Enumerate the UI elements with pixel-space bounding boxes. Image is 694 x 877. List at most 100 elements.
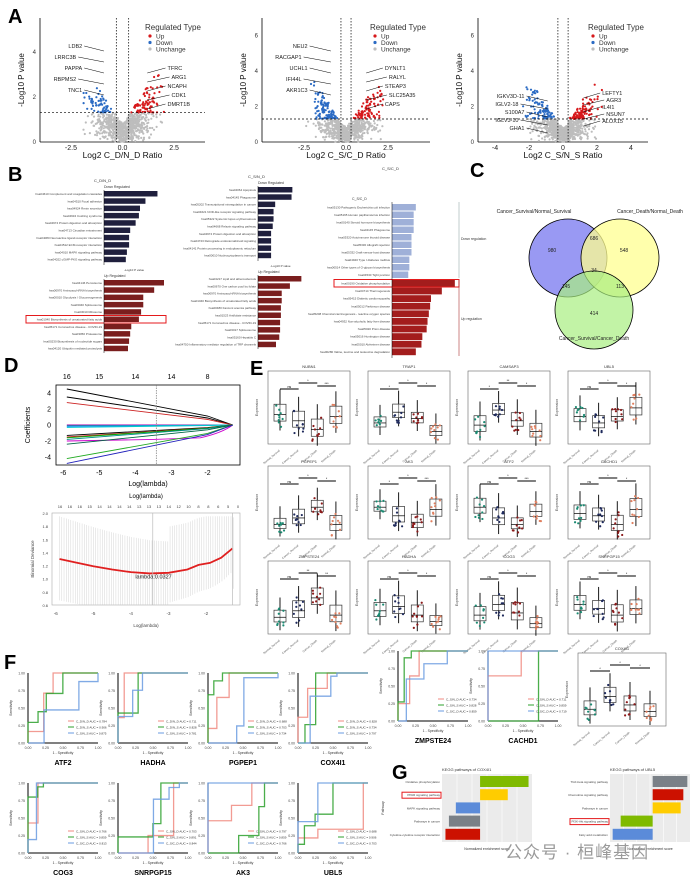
data-point (311, 592, 315, 595)
data-point (550, 112, 553, 115)
data-point (586, 137, 589, 140)
data-point (539, 434, 542, 438)
bar-term: hsa04217 Lipid and atherosclerosis (209, 277, 257, 281)
bar-term: hsa04713 Circadian entrainment (59, 229, 103, 233)
data-point (357, 133, 360, 136)
x-axis-label: 1 - Specificity (53, 751, 74, 755)
data-point (105, 116, 108, 119)
data-point (411, 524, 415, 527)
y-tick-label: 0.25 (288, 724, 295, 728)
data-point (100, 99, 103, 102)
data-point (573, 521, 577, 524)
data-point (336, 519, 340, 522)
bar-term: hsa03017 Spliceosome (225, 328, 257, 332)
bar (258, 341, 276, 348)
data-point (581, 98, 585, 101)
data-point (277, 620, 281, 623)
bar (104, 242, 130, 248)
data-point (411, 615, 414, 618)
data-point (297, 427, 300, 430)
data-point (298, 619, 301, 622)
legend-dot (591, 34, 595, 38)
data-point (582, 102, 585, 105)
data-point (416, 419, 420, 422)
data-point (607, 683, 610, 687)
data-point (496, 506, 499, 509)
data-point (316, 434, 319, 438)
bar-term: Pathways in cancer (414, 820, 440, 824)
set-label-b: Cancer_Death/Normal_Death (617, 209, 683, 215)
gene-label-leader (309, 89, 331, 96)
data-point (377, 130, 380, 133)
legend-item: Up (381, 34, 390, 41)
data-point (546, 104, 549, 107)
sig-label: ns (287, 480, 291, 484)
coef-path (66, 424, 233, 464)
data-point (588, 119, 591, 122)
y-axis-label: Expression (555, 589, 559, 606)
data-point (596, 95, 599, 98)
bar (258, 327, 281, 333)
y-tick-label: 0.25 (198, 724, 205, 728)
sig-label: * (626, 572, 628, 576)
y-tick-label: 1.00 (108, 782, 115, 786)
data-point (518, 416, 521, 419)
gene-title: ZMPSTE24 (415, 738, 451, 745)
data-point (117, 122, 120, 125)
data-point (358, 130, 361, 133)
data-point (382, 603, 385, 606)
data-point (436, 426, 439, 429)
data-point (379, 414, 382, 417)
data-point (140, 126, 143, 129)
data-point (348, 128, 352, 131)
data-point (155, 113, 158, 116)
sig-label: * (407, 474, 409, 478)
data-point (327, 126, 330, 129)
data-point (412, 626, 415, 630)
data-point (309, 82, 313, 86)
gene-label-leader (583, 92, 601, 99)
data-point (311, 589, 314, 592)
y-tick-label: 0.50 (478, 685, 485, 689)
data-point (321, 117, 324, 120)
data-point (566, 125, 569, 128)
data-point (553, 121, 557, 124)
data-point (548, 133, 552, 136)
data-point (124, 124, 127, 127)
data-point (645, 716, 648, 720)
data-point (305, 124, 308, 128)
sig-label: * (599, 667, 601, 671)
y-tick-label: 2 (255, 105, 259, 111)
data-point (416, 530, 419, 533)
data-point (482, 505, 486, 508)
data-point (316, 105, 319, 108)
bar-term: hsa00190 Oxidative phosphorylation (341, 282, 390, 286)
bar (392, 249, 412, 256)
bar-term: hsa04621 NOD-like receptor signaling pat… (193, 210, 256, 214)
data-point (585, 112, 588, 115)
region-b-only: 548 (620, 248, 629, 254)
data-point (475, 621, 478, 624)
roc-curve (297, 782, 368, 853)
data-point (334, 616, 338, 619)
data-point (120, 124, 123, 127)
x-tick-label: -4 (129, 611, 133, 616)
gene-label-leader (583, 113, 605, 120)
sig-label: * (507, 474, 509, 478)
data-point (630, 602, 633, 606)
top-tick-label: 14 (117, 504, 122, 509)
group-label: Cancer_Death (302, 638, 319, 653)
data-point (94, 122, 97, 125)
data-point (435, 496, 438, 499)
data-point (105, 122, 108, 125)
data-point (153, 75, 156, 79)
bar (652, 776, 688, 787)
y-axis-label: Expression (455, 494, 459, 511)
legend-dot (591, 47, 595, 51)
data-point (275, 404, 278, 407)
data-point (319, 129, 322, 133)
data-point (98, 127, 101, 130)
